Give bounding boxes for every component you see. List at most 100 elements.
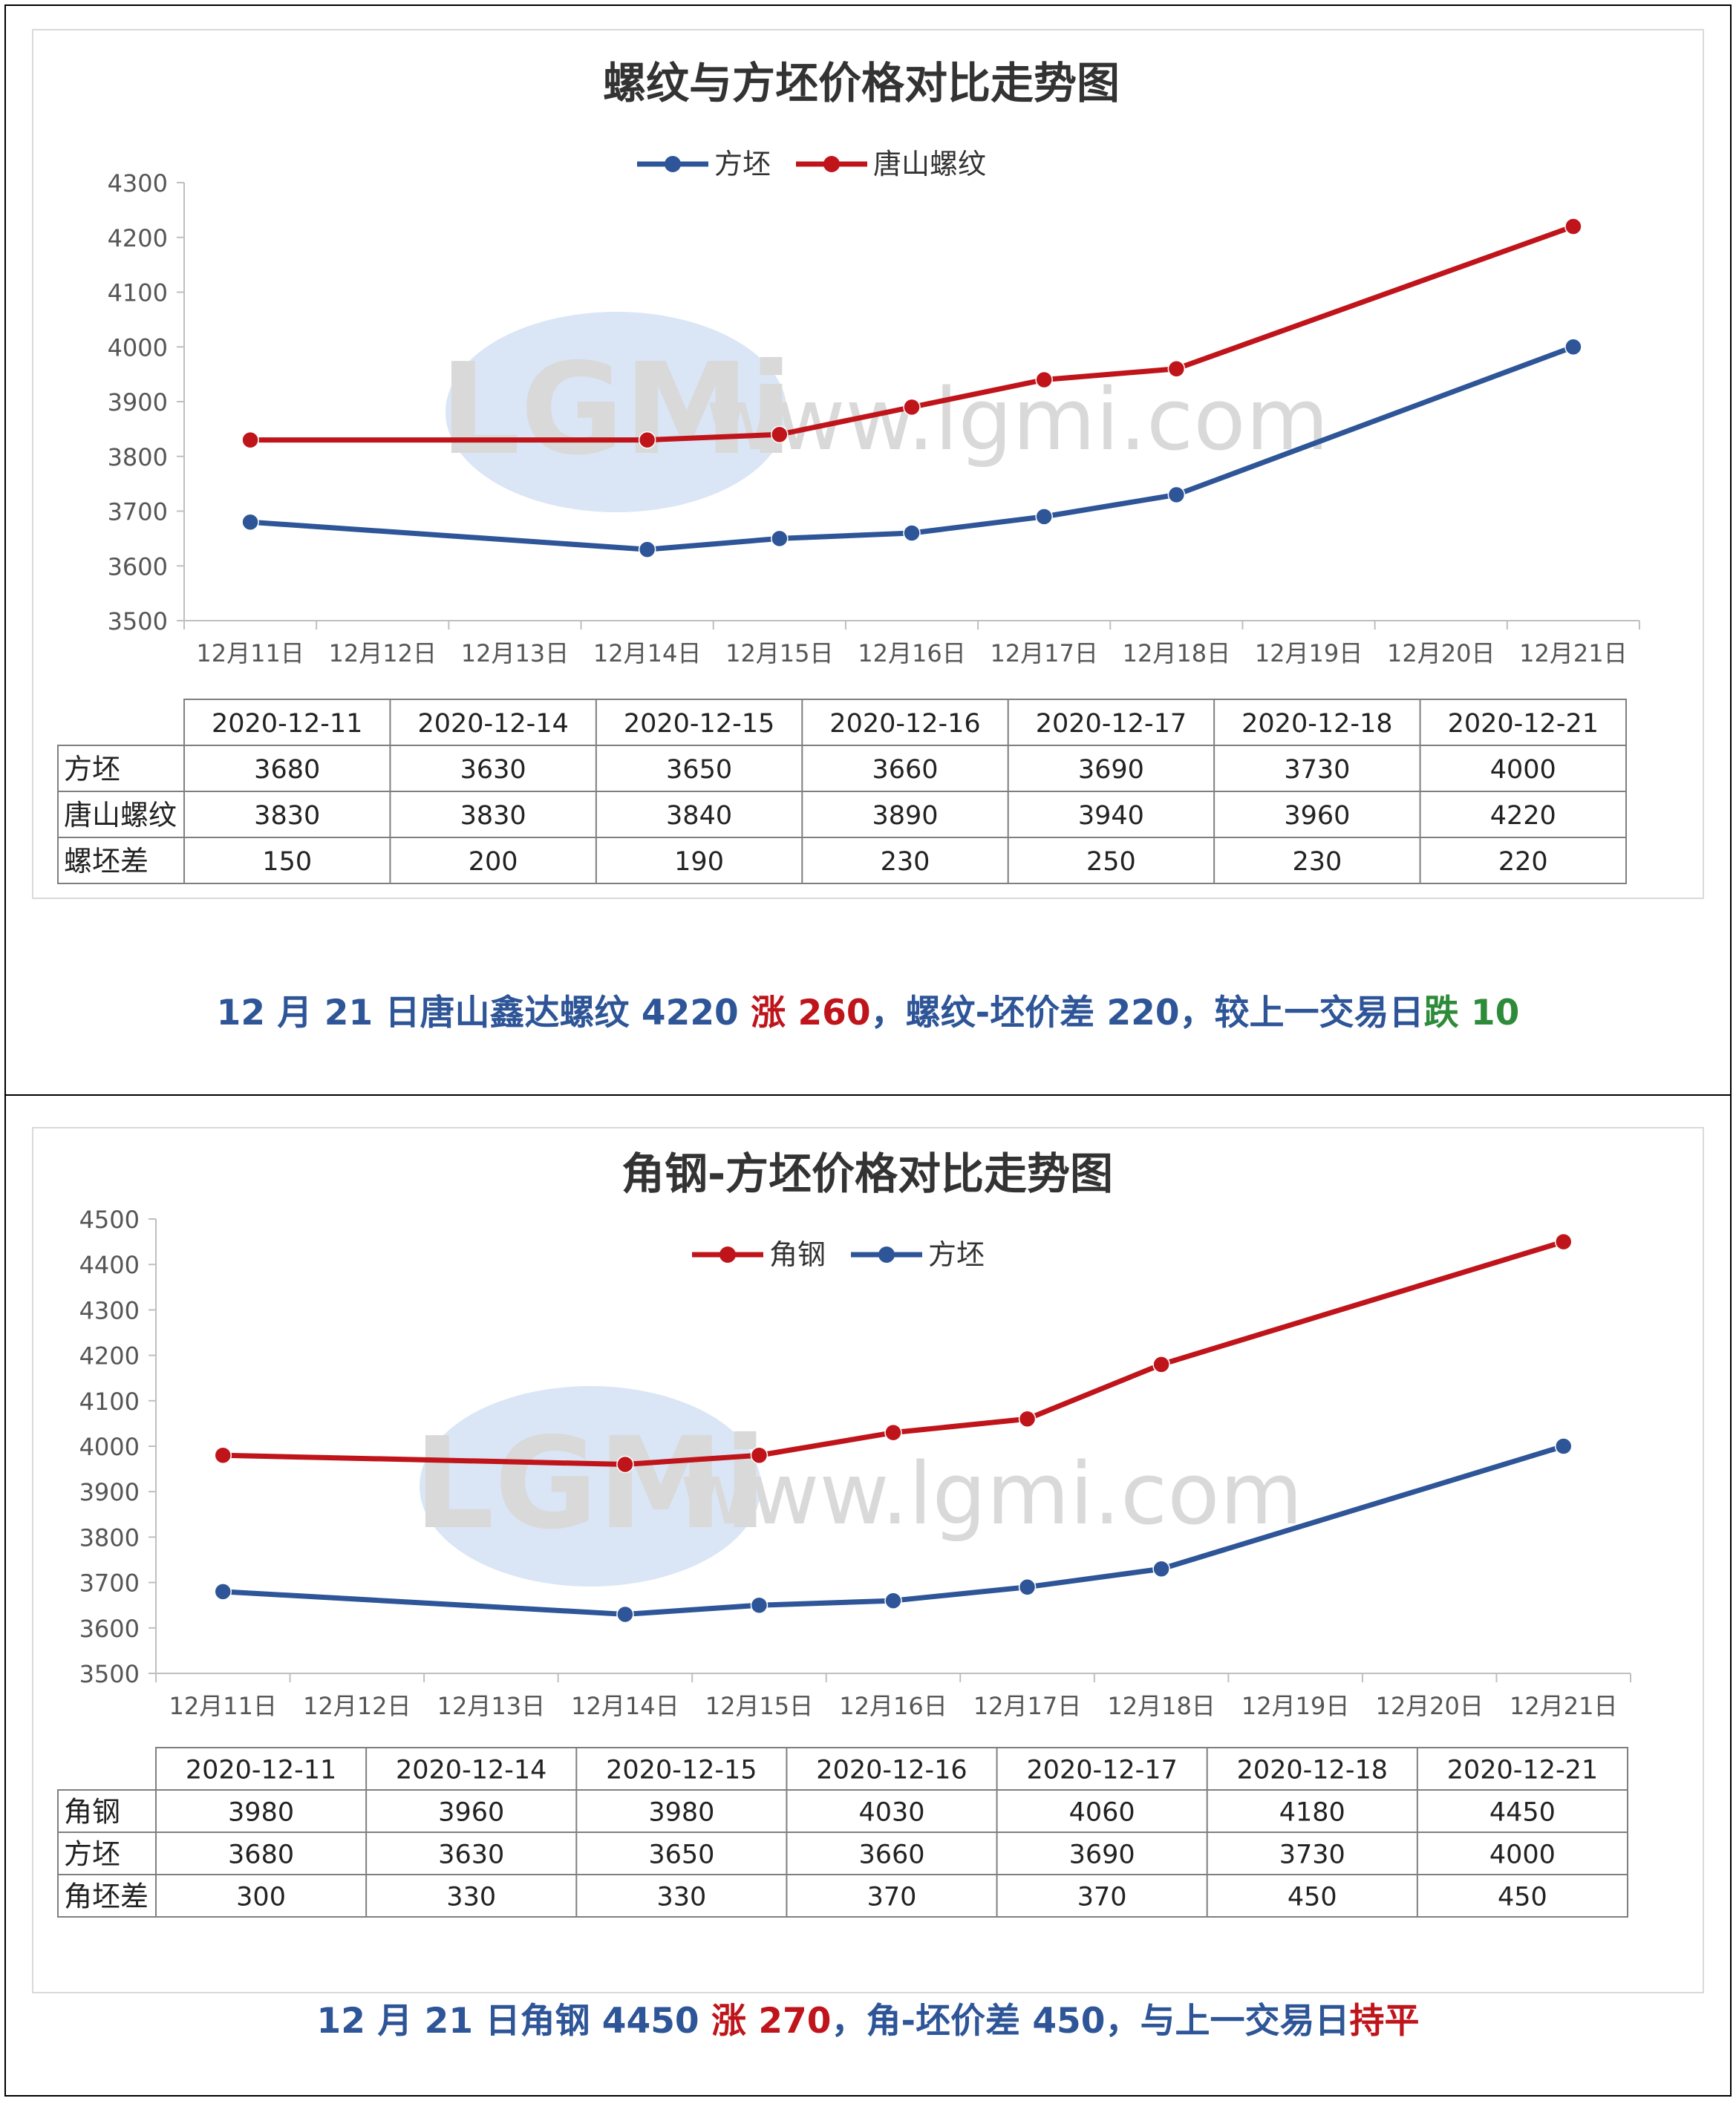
y-tick-label: 4000: [108, 333, 168, 362]
table-cell: 3630: [438, 1840, 504, 1870]
data-point: [771, 529, 789, 548]
table-header-cell: 2020-12-14: [396, 1756, 546, 1785]
x-tick-label: 12月13日: [437, 1692, 545, 1720]
x-tick-label: 12月14日: [571, 1692, 679, 1720]
summary-segment: 跌 10: [1423, 993, 1520, 1033]
table-cell: 3730: [1284, 755, 1350, 785]
legend-marker: [823, 156, 840, 172]
table-cell: 3980: [228, 1798, 294, 1828]
x-tick-label: 12月19日: [1241, 1692, 1349, 1720]
watermark-logo-ellipse: [420, 1386, 761, 1587]
y-tick-label: 3900: [79, 1478, 140, 1506]
data-point: [903, 524, 921, 542]
legend-label: 角钢: [769, 1238, 826, 1271]
table-header-cell: 2020-12-16: [829, 709, 980, 739]
chart-title: 角钢-方坯价格对比走势图: [621, 1148, 1113, 1199]
y-tick-label: 3800: [79, 1523, 140, 1552]
table-header-cell: 2020-12-18: [1237, 1756, 1388, 1785]
data-point: [214, 1583, 232, 1601]
y-tick-label: 4100: [108, 279, 168, 307]
data-point: [1554, 1437, 1573, 1455]
legend-entry: 角钢: [692, 1238, 826, 1271]
table-cell: 330: [656, 1883, 706, 1912]
table-cell: 3890: [872, 801, 938, 831]
table-header-cell: 2020-12-18: [1241, 709, 1392, 739]
table-row-label: 螺坯差: [64, 845, 149, 878]
table-cell: 3650: [666, 755, 732, 785]
table-cell: 4000: [1489, 1840, 1556, 1870]
legend-marker: [878, 1246, 895, 1263]
x-tick-label: 12月11日: [196, 639, 304, 667]
legend-entry: 唐山螺纹: [796, 148, 986, 180]
table-cell: 220: [1498, 847, 1548, 877]
y-tick-label: 4200: [108, 224, 168, 252]
table-cell: 250: [1086, 847, 1136, 877]
table-cell: 3680: [254, 755, 320, 785]
x-tick-label: 12月18日: [1107, 1692, 1215, 1720]
data-point: [214, 1446, 232, 1464]
data-point: [1018, 1578, 1037, 1596]
table-cell: 230: [881, 847, 930, 877]
legend-marker: [719, 1246, 736, 1263]
x-tick-label: 12月15日: [705, 1692, 813, 1720]
x-tick-label: 12月15日: [725, 639, 833, 667]
data-point: [241, 431, 259, 449]
x-tick-label: 12月21日: [1519, 639, 1627, 667]
y-tick-label: 4300: [108, 169, 168, 197]
y-tick-label: 4000: [79, 1433, 140, 1461]
y-tick-label: 3800: [108, 443, 168, 471]
table-header-cell: 2020-12-17: [1026, 1756, 1177, 1785]
table-header-cell: 2020-12-15: [624, 709, 774, 739]
summary-segment: 涨 270: [711, 2001, 832, 2042]
table-cell: 4450: [1489, 1798, 1556, 1828]
y-tick-label: 3900: [108, 388, 168, 416]
x-tick-label: 12月11日: [169, 1692, 277, 1720]
summary-segment: 12 月 21 日唐山鑫达螺纹 4220: [216, 993, 751, 1033]
data-point: [616, 1605, 634, 1624]
x-tick-label: 12月20日: [1375, 1692, 1483, 1720]
y-tick-label: 3500: [108, 607, 168, 635]
table-cell: 4220: [1490, 801, 1556, 831]
table-cell: 4000: [1490, 755, 1556, 785]
y-tick-label: 3500: [79, 1660, 140, 1688]
x-tick-label: 12月16日: [858, 639, 965, 667]
legend-label: 唐山螺纹: [873, 148, 986, 180]
legend-label: 方坯: [928, 1238, 985, 1271]
table-cell: 3980: [648, 1798, 714, 1828]
watermark-logo-ellipse: [446, 312, 787, 512]
legend-label: 方坯: [714, 148, 771, 180]
table-header-cell: 2020-12-21: [1448, 709, 1599, 739]
table-cell: 3690: [1069, 1840, 1135, 1870]
data-point: [1564, 338, 1582, 356]
table-header-cell: 2020-12-16: [816, 1756, 967, 1785]
table-cell: 4060: [1069, 1798, 1135, 1828]
data-point: [1564, 218, 1582, 235]
data-point: [638, 431, 656, 449]
y-tick-label: 3700: [108, 498, 168, 526]
data-point: [638, 540, 656, 558]
data-point: [1035, 370, 1053, 389]
y-tick-label: 4400: [79, 1251, 140, 1279]
table-cell: 370: [1077, 1883, 1127, 1912]
table-cell: 3660: [858, 1840, 924, 1870]
y-tick-label: 3700: [79, 1569, 140, 1598]
legend-entry: 方坯: [637, 148, 771, 180]
table-cell: 4030: [858, 1798, 924, 1828]
data-point: [884, 1423, 902, 1442]
table-cell: 3660: [872, 755, 938, 785]
table-cell: 3680: [228, 1840, 294, 1870]
table-cell: 370: [867, 1883, 917, 1912]
table-row-label: 方坯: [64, 753, 120, 785]
y-tick-label: 4200: [79, 1342, 140, 1370]
table-cell: 3690: [1078, 755, 1144, 785]
data-point: [903, 398, 921, 416]
y-tick-label: 3600: [79, 1615, 140, 1643]
table-row-label: 方坯: [64, 1838, 120, 1871]
table-header-cell: 2020-12-17: [1036, 709, 1187, 739]
summary-segment: 12 月 21 日角钢 4450: [316, 2001, 711, 2042]
table-cell: 190: [674, 847, 724, 877]
table-cell: 3830: [254, 801, 320, 831]
x-tick-label: 12月19日: [1255, 639, 1363, 667]
table-cell: 3840: [666, 801, 732, 831]
